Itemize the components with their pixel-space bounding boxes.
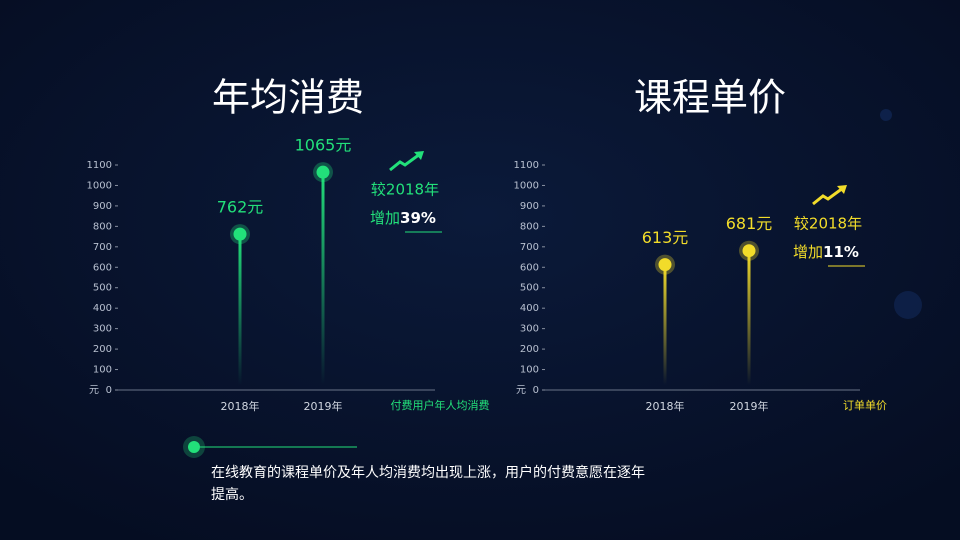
value-label: 681元 bbox=[726, 214, 773, 233]
change-prefix: 较2018年 bbox=[794, 215, 862, 233]
change-label: 增加 bbox=[370, 209, 400, 227]
y-tick-label: 500 bbox=[93, 283, 112, 294]
x-tick-label: 2018年 bbox=[646, 399, 685, 413]
lollipop-dot bbox=[233, 227, 247, 241]
x-tick-label: 2019年 bbox=[304, 399, 343, 413]
y-tick-label: 700 bbox=[93, 242, 112, 253]
y-tick-label: 300 bbox=[520, 324, 539, 335]
change-prefix: 较2018年 bbox=[371, 181, 439, 199]
x-tick-label: 2018年 bbox=[221, 399, 260, 413]
change-value: 39% bbox=[400, 209, 436, 227]
y-tick-label: 400 bbox=[520, 303, 539, 314]
trend-icon bbox=[812, 186, 844, 206]
chart-title: 年均消费 bbox=[212, 76, 364, 120]
y-axis-unit: 元 bbox=[516, 385, 526, 396]
y-tick-label: 800 bbox=[520, 221, 539, 232]
note: 在线教育的课程单价及年人均消费均出现上涨，用户的付费意愿在逐年提高。 bbox=[211, 465, 645, 503]
x-axis-label: 订单单价 bbox=[843, 399, 887, 412]
trend-icon bbox=[389, 152, 421, 172]
y-tick-label: 600 bbox=[520, 262, 539, 273]
y-tick-label: 200 bbox=[93, 344, 112, 355]
change-value: 11% bbox=[823, 243, 859, 261]
y-tick-label: 800 bbox=[93, 221, 112, 232]
lollipop-stem bbox=[321, 172, 325, 385]
y-axis-unit: 元 bbox=[89, 385, 99, 396]
y-tick-label: 1000 bbox=[514, 180, 539, 191]
value-label: 762元 bbox=[217, 198, 264, 217]
lollipop-dot bbox=[742, 244, 756, 258]
y-tick-label: 300 bbox=[93, 324, 112, 335]
decor-glow bbox=[880, 109, 892, 121]
trend-arrowhead bbox=[837, 185, 847, 194]
y-tick-label: 700 bbox=[520, 242, 539, 253]
note-dot bbox=[188, 441, 200, 453]
y-tick-label: 0 bbox=[106, 385, 112, 396]
change-text: 增加11% bbox=[793, 243, 859, 261]
y-tick-label: 900 bbox=[93, 201, 112, 212]
lollipop-stem bbox=[663, 264, 667, 385]
y-tick-label: 1100 bbox=[87, 160, 112, 171]
x-axis-label: 付费用户年人均消费 bbox=[391, 398, 490, 412]
change-text: 增加39% bbox=[370, 209, 436, 227]
value-label: 613元 bbox=[642, 228, 689, 247]
y-tick-label: 0 bbox=[533, 385, 539, 396]
y-tick-label: 200 bbox=[520, 344, 539, 355]
y-tick-label: 400 bbox=[93, 303, 112, 314]
y-tick-label: 1100 bbox=[514, 160, 539, 171]
lollipop-stem bbox=[238, 234, 242, 385]
y-tick-label: 100 bbox=[93, 365, 112, 376]
y-tick-label: 100 bbox=[520, 365, 539, 376]
lollipop-dot bbox=[316, 165, 330, 179]
lollipop-stem bbox=[747, 250, 751, 385]
change-label: 增加 bbox=[793, 243, 823, 261]
decor-glow bbox=[894, 291, 922, 319]
y-tick-label: 600 bbox=[93, 262, 112, 273]
y-tick-label: 900 bbox=[520, 201, 539, 212]
y-tick-label: 500 bbox=[520, 283, 539, 294]
trend-arrowhead bbox=[414, 151, 424, 160]
value-label: 1065元 bbox=[295, 136, 352, 155]
decor bbox=[60, 83, 835, 119]
y-tick-label: 1000 bbox=[87, 180, 112, 191]
x-tick-label: 2019年 bbox=[730, 399, 769, 413]
chart-title: 课程单价 bbox=[634, 76, 786, 120]
lollipop-dot bbox=[658, 258, 672, 272]
